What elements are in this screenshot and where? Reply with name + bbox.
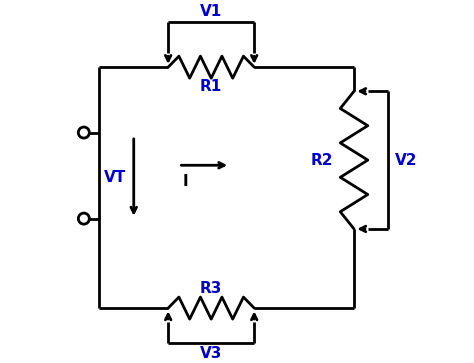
Text: R3: R3 <box>200 281 222 296</box>
Text: R1: R1 <box>200 79 222 94</box>
Text: V3: V3 <box>200 346 222 361</box>
Text: V2: V2 <box>395 152 418 168</box>
Text: VT: VT <box>104 170 126 185</box>
Text: V1: V1 <box>200 4 222 19</box>
Text: R2: R2 <box>311 152 333 168</box>
Text: I: I <box>182 174 188 189</box>
